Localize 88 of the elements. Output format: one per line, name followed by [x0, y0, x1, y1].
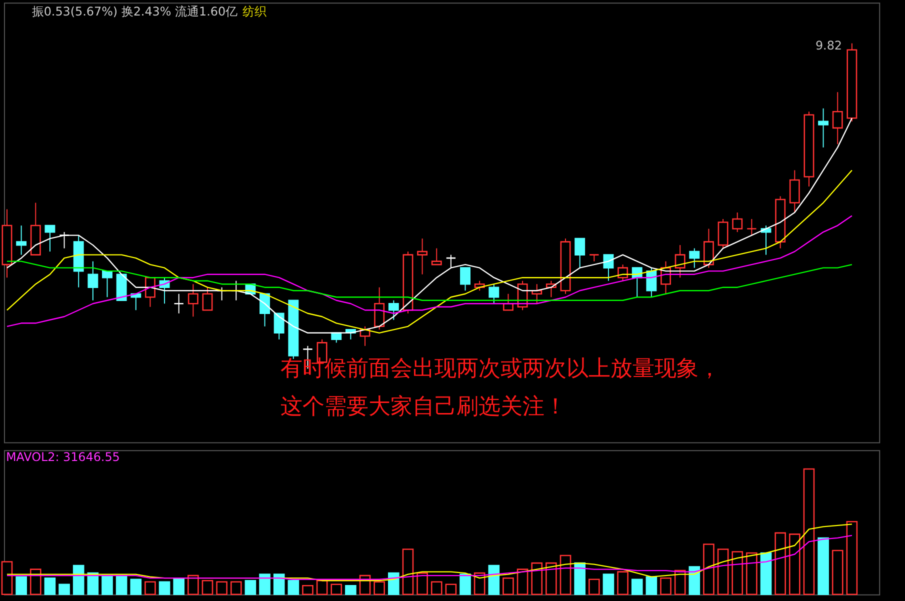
candlestick	[431, 248, 442, 266]
bar	[488, 564, 500, 596]
bar	[173, 577, 184, 596]
candlestick	[746, 218, 757, 236]
candlestick	[188, 284, 198, 318]
bar	[460, 574, 471, 596]
bar	[502, 577, 514, 596]
bar	[16, 576, 27, 596]
bar	[788, 534, 800, 596]
candlestick	[374, 286, 385, 330]
bar	[230, 581, 242, 596]
bar	[259, 574, 270, 596]
bar	[818, 537, 829, 596]
candlestick	[16, 225, 27, 256]
candlestick	[44, 224, 56, 252]
bar	[846, 521, 858, 596]
candlestick	[718, 218, 728, 249]
bar	[531, 562, 543, 596]
bar	[202, 580, 214, 596]
candlestick	[460, 267, 470, 292]
chart-title: MAVOL2: 31646.55	[6, 450, 120, 464]
bar	[602, 574, 614, 596]
bar	[302, 584, 314, 596]
annotation: 9.82	[815, 38, 842, 52]
bar	[116, 574, 128, 596]
bar	[58, 584, 70, 596]
bar	[158, 581, 170, 596]
bar	[832, 550, 844, 596]
bar	[760, 552, 772, 596]
bar	[430, 581, 442, 596]
bar	[803, 468, 815, 596]
bar	[732, 551, 744, 596]
bar	[345, 584, 356, 596]
candlestick	[646, 267, 657, 298]
bar	[646, 576, 658, 596]
bar	[316, 580, 328, 596]
candlestick	[446, 254, 456, 268]
bar	[330, 584, 342, 596]
candlestick	[832, 92, 843, 145]
candlestick	[488, 284, 500, 304]
candlestick	[789, 170, 800, 214]
bar	[374, 581, 385, 596]
bar	[416, 572, 428, 596]
text: 这个需要大家自己刷选关注！	[280, 394, 566, 420]
candlestick	[574, 238, 586, 268]
bar	[244, 580, 256, 596]
candlestick	[202, 286, 213, 311]
bar	[617, 571, 628, 596]
bar	[445, 584, 457, 596]
bar	[588, 578, 600, 596]
bar	[660, 577, 672, 596]
bar	[546, 562, 557, 596]
annotation: 有时候前面会出现两次或两次以上放量现象，	[280, 356, 720, 382]
bar	[516, 568, 528, 596]
candlestick	[588, 254, 600, 262]
bar	[144, 581, 156, 596]
bar	[717, 548, 729, 596]
text: 纺织	[242, 4, 267, 19]
candlestick	[274, 312, 284, 340]
bar	[130, 578, 142, 596]
bar	[774, 532, 786, 596]
candlestick	[603, 254, 614, 282]
bar	[188, 574, 199, 596]
candlestick	[674, 244, 686, 278]
bar	[102, 574, 113, 596]
bar	[216, 581, 228, 596]
bar	[402, 548, 414, 596]
candlestick	[502, 293, 514, 311]
candlestick	[88, 260, 98, 301]
bar	[746, 552, 758, 596]
bar	[273, 574, 285, 596]
bar	[574, 562, 586, 596]
bar	[703, 544, 714, 596]
candlestick	[174, 293, 184, 314]
bar	[560, 554, 572, 596]
bar	[288, 580, 300, 596]
candlestick	[216, 286, 228, 301]
candlestick	[703, 228, 714, 268]
bar	[44, 577, 56, 596]
candlestick	[818, 108, 829, 148]
bar	[30, 568, 42, 596]
text: 振0.53(5.67%) 换2.43% 流通1.60亿	[32, 4, 238, 19]
bar	[631, 578, 643, 596]
candlestick	[388, 300, 399, 320]
candlestick	[732, 212, 743, 233]
bar	[688, 566, 700, 596]
candlestick	[689, 248, 700, 268]
candlestick	[417, 238, 428, 275]
